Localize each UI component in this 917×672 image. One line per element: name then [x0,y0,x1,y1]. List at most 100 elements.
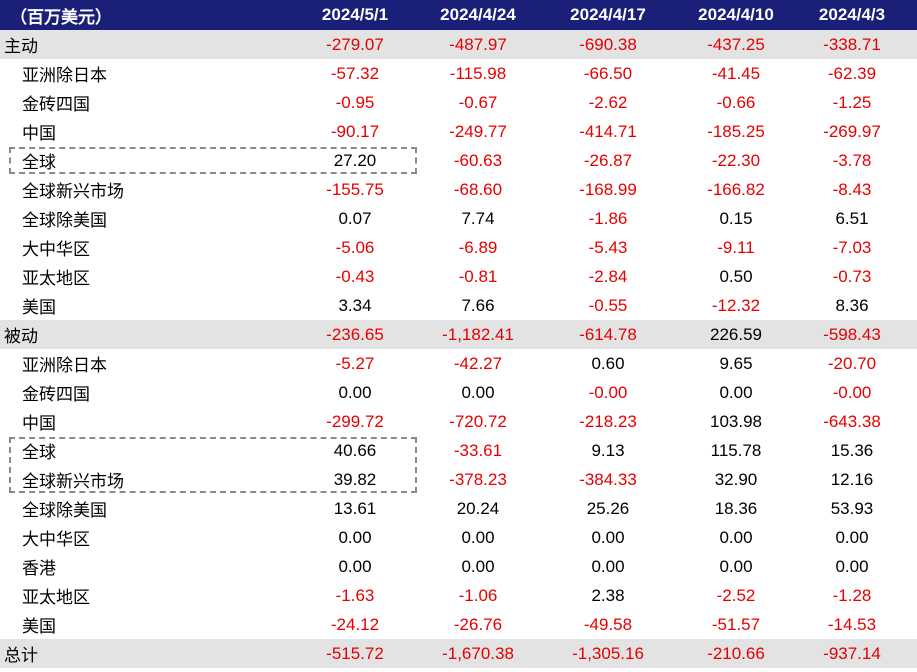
value-cell: -42.27 [453,353,503,373]
value-cell: -437.25 [707,34,765,54]
value-cell: 7.74 [461,208,495,228]
value-cell: -614.78 [579,324,637,344]
table-row: 美国 3.34 7.66 -0.55 -12.32 8.36 [0,291,917,320]
value-cell: -60.63 [453,150,503,170]
row-label: 金砖四国 [22,385,90,405]
value-cell: 53.93 [830,498,874,518]
row-label: 中国 [22,124,56,144]
table-row: 金砖四国 -0.95 -0.67 -2.62 -0.66 -1.25 [0,88,917,117]
value-cell: -14.53 [827,614,877,634]
value-cell: -0.00 [832,382,872,402]
row-label: 美国 [22,617,56,637]
value-cell: -643.38 [823,411,881,431]
value-cell: 0.00 [591,527,625,547]
value-cell: 6.51 [835,208,869,228]
value-cell: 0.00 [835,556,869,576]
table-row: 香港 0.00 0.00 0.00 0.00 0.00 [0,552,917,581]
table-row: 美国 -24.12 -26.76 -49.58 -51.57 -14.53 [0,610,917,639]
row-label: 大中华区 [22,530,90,550]
table-row: 大中华区 0.00 0.00 0.00 0.00 0.00 [0,523,917,552]
section-row: 总计 -515.72 -1,670.38 -1,305.16 -210.66 -937.1… [0,639,917,668]
passive-global-highlight [9,437,417,493]
value-cell: -51.57 [711,614,761,634]
row-label: 亚洲除日本 [22,66,107,86]
value-cell: 226.59 [710,324,762,344]
value-cell: -26.76 [453,614,503,634]
value-cell: -0.43 [335,266,375,286]
value-cell: -7.03 [832,237,872,257]
value-cell: -0.95 [335,92,375,112]
value-cell: -1.86 [588,208,628,228]
value-cell: 7.66 [461,295,495,315]
value-cell: 9.65 [719,353,753,373]
value-cell: 115.78 [710,440,762,460]
value-cell: 0.00 [719,527,753,547]
table-row: 全球 27.20 -60.63 -26.87 -22.30 -3.78 [0,146,917,175]
value-cell: -937.14 [823,643,881,663]
row-label: 总计 [4,646,38,666]
row-label: 中国 [22,414,56,434]
value-cell: 0.00 [835,527,869,547]
value-cell: -2.62 [588,92,628,112]
row-label: 亚洲除日本 [22,356,107,376]
value-cell: 0.15 [719,208,753,228]
value-cell: -33.61 [453,440,503,460]
value-cell: -0.81 [458,266,498,286]
table-row: 全球新兴市场 -155.75 -68.60 -168.99 -166.82 -8.43 [0,175,917,204]
value-cell: -269.97 [823,121,881,141]
active-global-highlight [9,147,417,174]
value-cell: -9.11 [717,237,755,257]
table-header: （百万美元） 2024/5/1 2024/4/24 2024/4/17 2024… [0,0,917,30]
row-label: 金砖四国 [22,95,90,115]
value-cell: -384.33 [579,469,637,489]
value-cell: -68.60 [453,179,503,199]
value-cell: -5.43 [588,237,628,257]
row-label: 全球 [22,443,56,463]
row-label: 全球除美国 [22,501,107,521]
table-row: 亚洲除日本 -5.27 -42.27 0.60 9.65 -20.70 [0,349,917,378]
value-cell: 0.00 [338,527,372,547]
value-cell: -8.43 [832,179,872,199]
value-cell: 9.13 [591,440,625,460]
value-cell: -1.28 [832,585,872,605]
value-cell: -720.72 [449,411,507,431]
section-row: 主动 -279.07 -487.97 -690.38 -437.25 -338.71 [0,30,917,59]
value-cell: 3.34 [338,295,372,315]
value-cell: -0.67 [458,92,498,112]
table-row: 亚太地区 -1.63 -1.06 2.38 -2.52 -1.28 [0,581,917,610]
value-cell: -0.55 [588,295,628,315]
value-cell: -1,305.16 [572,643,644,663]
value-cell: -24.12 [330,614,380,634]
value-cell: -62.39 [827,63,877,83]
value-cell: -22.30 [711,150,761,170]
table-row: 全球 40.66 -33.61 9.13 115.78 15.36 [0,436,917,465]
date-header: 2024/4/3 [818,5,886,24]
value-cell: 32.90 [714,469,758,489]
table-row: 亚洲除日本 -57.32 -115.98 -66.50 -41.45 -62.39 [0,59,917,88]
value-cell: 27.20 [333,150,377,170]
value-cell: 15.36 [830,440,874,460]
value-cell: -279.07 [326,34,384,54]
value-cell: -218.23 [579,411,637,431]
value-cell: 0.50 [719,266,753,286]
value-cell: -115.98 [449,63,507,83]
value-cell: -299.72 [326,411,384,431]
value-cell: 0.00 [591,556,625,576]
row-label: 主动 [4,37,38,57]
value-cell: 39.82 [333,469,377,489]
value-cell: -598.43 [823,324,881,344]
row-label: 全球新兴市场 [22,472,124,492]
value-cell: -168.99 [579,179,637,199]
value-cell: -1,670.38 [442,643,514,663]
value-cell: -378.23 [449,469,507,489]
value-cell: -49.58 [583,614,633,634]
value-cell: 12.16 [830,469,874,489]
row-label: 被动 [4,327,38,347]
value-cell: 8.36 [835,295,869,315]
value-cell: -1.06 [458,585,498,605]
value-cell: -1,182.41 [442,324,514,344]
value-cell: 0.00 [719,382,753,402]
value-cell: -155.75 [326,179,384,199]
value-cell: -487.97 [449,34,507,54]
